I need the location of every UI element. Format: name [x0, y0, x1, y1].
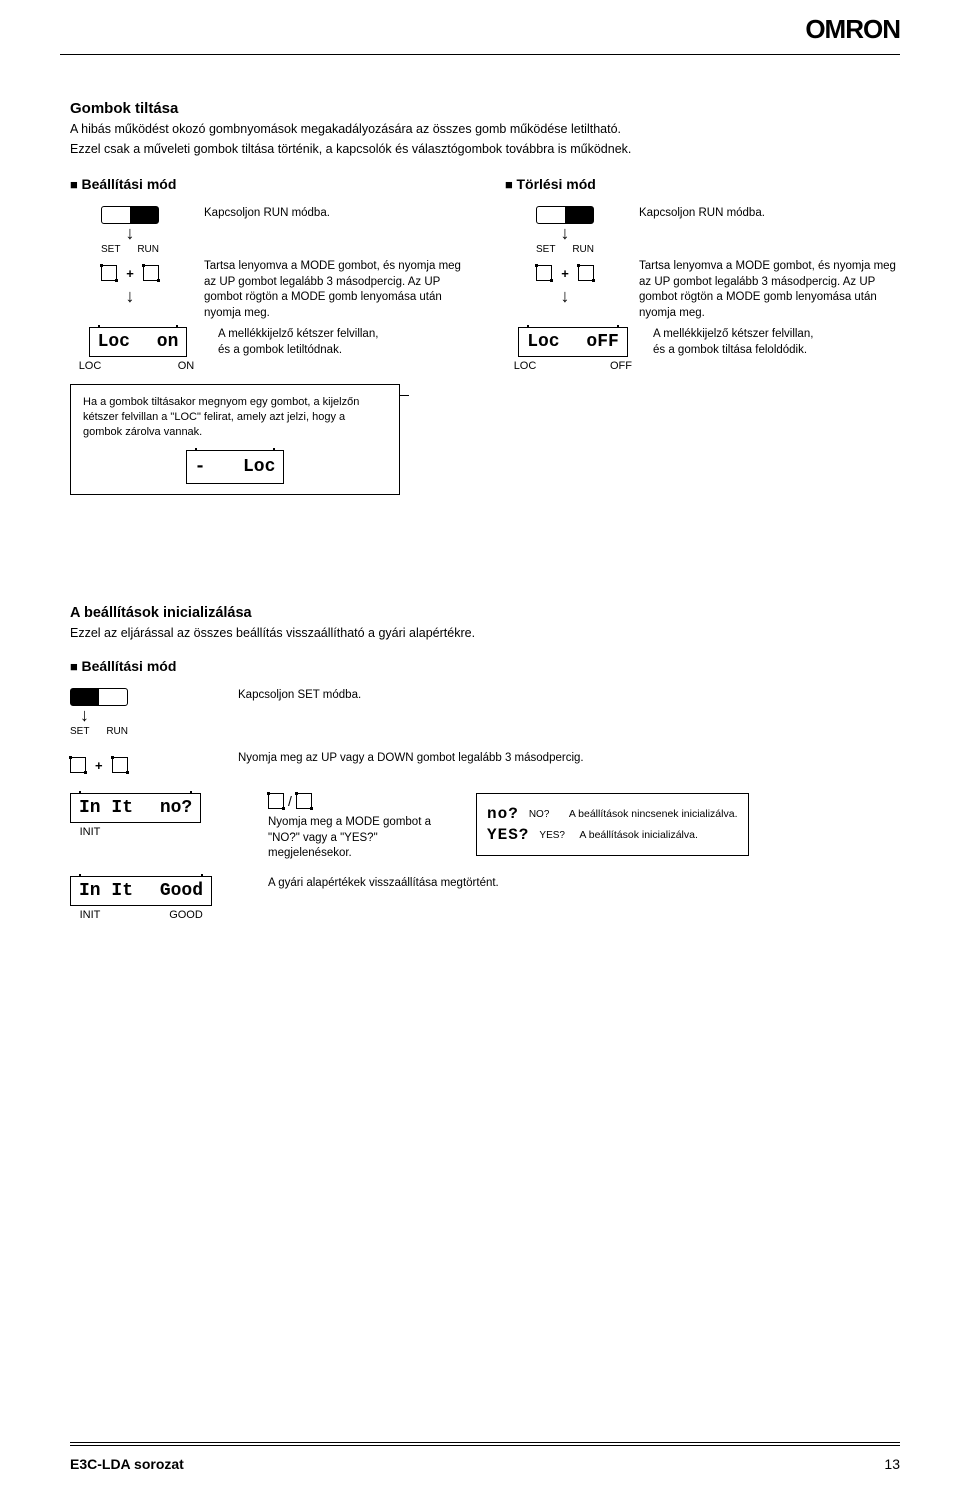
section1-p2: Ezzel csak a műveleti gombok tiltása tör…: [70, 141, 900, 158]
switch-run-label: RUN: [572, 244, 594, 255]
section1-title: Gombok tiltása: [70, 100, 900, 117]
seg-loc: Loc: [527, 332, 559, 352]
footer-series: E3C-LDA sorozat: [70, 1456, 184, 1472]
mode-switch-icon: [536, 206, 594, 224]
s2-step4-text: A gyári alapértékek visszaállítása megtö…: [268, 876, 499, 892]
switch-run-label: RUN: [137, 244, 159, 255]
switch-run-label: RUN: [106, 726, 128, 737]
callout-box: Ha a gombok tiltásakor megnyom egy gombo…: [70, 384, 400, 495]
yes-desc: A beállítások inicializálva.: [579, 829, 697, 842]
lcd-loc-on: Loc on: [89, 327, 188, 357]
on-label: ON: [166, 360, 206, 372]
down-arrow-icon: ↓: [561, 289, 570, 303]
button-icon: [296, 793, 312, 809]
lcd-callout: - Loc: [186, 450, 285, 484]
right-step2-text: Tartsa lenyomva a MODE gombot, és nyomja…: [639, 259, 900, 321]
section1-p1: A hibás működést okozó gombnyomások mega…: [70, 121, 900, 138]
switch-set-label: SET: [536, 244, 555, 255]
off-label: OFF: [601, 360, 641, 372]
seg-on: on: [157, 332, 179, 352]
seg-off: oFF: [586, 332, 618, 352]
left-step1-text: Kapcsoljon RUN módba.: [204, 206, 330, 222]
down-arrow-icon: ↓: [126, 289, 135, 303]
brand-logo: OMRON: [805, 14, 900, 45]
seg-dash: -: [195, 455, 206, 479]
loc-label: LOC: [70, 360, 110, 372]
up-button-icon: [70, 757, 86, 773]
seg-init: In It: [79, 881, 133, 901]
s2-step1-text: Kapcsoljon SET módba.: [238, 688, 361, 704]
plus-icon: +: [561, 266, 569, 281]
button-icon: [268, 793, 284, 809]
seg-good: Good: [160, 881, 203, 901]
switch-set-label: SET: [101, 244, 120, 255]
left-step3-text: A mellékkijelző kétszer felvillan, és a …: [218, 327, 388, 358]
seg-no: no?: [160, 798, 192, 818]
section2-title: A beállítások inicializálása: [70, 605, 900, 621]
section2-p1: Ezzel az eljárással az összes beállítás …: [70, 625, 900, 642]
loc-label: LOC: [505, 360, 545, 372]
down-arrow-icon: ↓: [80, 708, 89, 722]
s2-step3-text: Nyomja meg a MODE gombot a "NO?" vagy a …: [268, 815, 448, 862]
lcd-init-good: In It Good: [70, 876, 212, 906]
good-label: GOOD: [166, 909, 206, 921]
plus-icon: +: [95, 758, 103, 773]
down-arrow-icon: ↓: [561, 226, 570, 240]
footer-page-number: 13: [884, 1456, 900, 1472]
right-step3-text: A mellékkijelző kétszer felvillan, és a …: [653, 327, 823, 358]
slash-icon: /: [288, 793, 292, 809]
switch-set-label: SET: [70, 726, 89, 737]
down-button-icon: [112, 757, 128, 773]
lcd-init-no: In It no?: [70, 793, 201, 823]
mode-button-icon: [101, 265, 117, 281]
mode-right-title: Törlési mód: [505, 176, 900, 192]
seg-init: In It: [79, 798, 133, 818]
mode-switch-icon: [101, 206, 159, 224]
yes-label: YES?: [539, 830, 569, 841]
left-step2-text: Tartsa lenyomva a MODE gombot, és nyomja…: [204, 259, 465, 321]
s2-step2-text: Nyomja meg az UP vagy a DOWN gombot lega…: [238, 751, 584, 767]
mode-switch-icon: [70, 688, 128, 706]
up-button-icon: [143, 265, 159, 281]
mode-left-title: Beállítási mód: [70, 176, 465, 192]
no-label: NO?: [529, 809, 559, 820]
right-step1-text: Kapcsoljon RUN módba.: [639, 206, 765, 222]
down-arrow-icon: ↓: [126, 226, 135, 240]
seg-yes: YES?: [487, 826, 529, 844]
section2-mode: Beállítási mód: [70, 658, 900, 674]
plus-icon: +: [126, 266, 134, 281]
result-frame: no? NO? A beállítások nincsenek iniciali…: [476, 793, 749, 856]
up-button-icon: [578, 265, 594, 281]
page-footer: E3C-LDA sorozat 13: [70, 1442, 900, 1472]
seg-no: no?: [487, 805, 519, 823]
top-rule: [60, 54, 900, 55]
callout-text: Ha a gombok tiltásakor megnyom egy gombo…: [83, 395, 387, 440]
seg-loc: Loc: [243, 455, 275, 479]
mode-button-icon: [536, 265, 552, 281]
no-desc: A beállítások nincsenek inicializálva.: [569, 808, 738, 821]
lcd-loc-off: Loc oFF: [518, 327, 628, 357]
init-label: INIT: [70, 909, 110, 921]
seg-loc: Loc: [98, 332, 130, 352]
init-label: INIT: [70, 826, 110, 838]
